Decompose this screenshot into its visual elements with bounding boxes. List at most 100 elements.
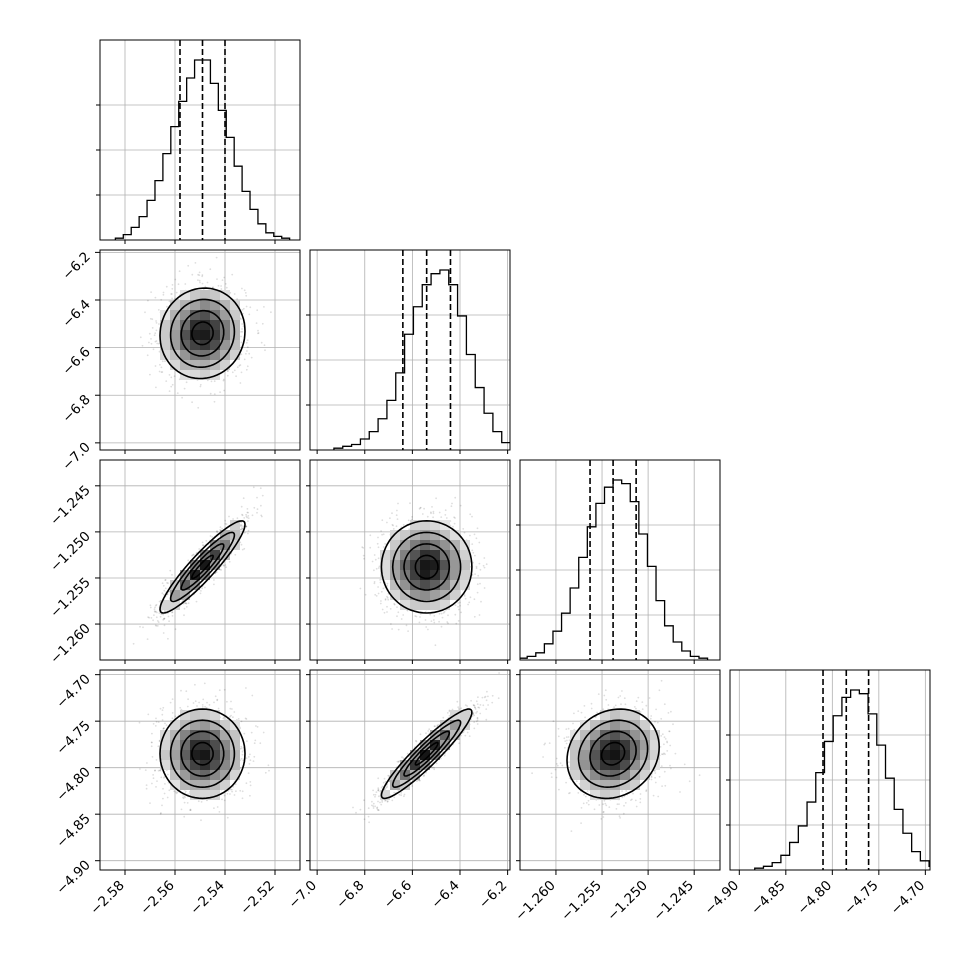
sample-point <box>189 808 192 811</box>
sample-point <box>148 616 151 619</box>
sample-point <box>483 566 486 569</box>
sample-point <box>411 785 414 787</box>
sample-point <box>217 707 220 710</box>
sample-point <box>479 712 482 715</box>
sample-point <box>161 713 164 716</box>
sample-point <box>566 739 568 742</box>
sample-point <box>242 497 245 500</box>
density-cell <box>440 740 450 750</box>
sample-point <box>161 804 163 807</box>
density-cell <box>210 320 220 330</box>
sample-point <box>233 794 236 796</box>
sample-point <box>243 289 246 292</box>
density-cell <box>620 720 630 730</box>
sample-point <box>473 533 476 536</box>
sample-point <box>150 342 153 345</box>
sample-point <box>171 297 174 300</box>
sample-point <box>637 696 640 699</box>
sample-point <box>170 293 173 295</box>
sample-point <box>263 344 266 347</box>
sample-point <box>226 700 228 703</box>
sample-point <box>442 716 445 719</box>
sample-point <box>197 800 200 803</box>
sample-point <box>198 701 201 704</box>
sample-point <box>240 318 242 321</box>
sample-point <box>654 781 657 784</box>
sample-point <box>442 612 445 614</box>
sample-point <box>570 830 573 832</box>
sample-point <box>476 703 479 705</box>
sample-point <box>183 607 186 610</box>
density-cell <box>580 730 590 740</box>
density-cell <box>170 780 180 790</box>
sample-point <box>250 731 253 734</box>
sample-point <box>454 613 457 616</box>
sample-point <box>187 559 190 562</box>
sample-point <box>474 708 477 710</box>
sample-point <box>156 625 159 627</box>
sample-point <box>139 768 141 770</box>
sample-point <box>231 273 234 276</box>
contour-level-1 <box>180 309 225 357</box>
sample-point <box>587 799 590 802</box>
density-cell <box>420 570 430 580</box>
sample-point <box>240 521 243 524</box>
sample-point <box>457 706 460 709</box>
y-tick-label-3-1: −4.85 <box>53 811 94 852</box>
sample-point <box>224 564 227 566</box>
sample-point <box>374 593 377 596</box>
density-cell <box>160 730 170 740</box>
sample-point <box>205 706 208 709</box>
sample-point <box>240 528 242 531</box>
sample-point <box>168 390 171 392</box>
sample-point <box>466 731 469 734</box>
density-cell <box>190 330 200 340</box>
sample-point <box>194 262 197 264</box>
sample-point <box>433 766 435 769</box>
sample-point <box>149 373 151 376</box>
sample-point <box>375 595 378 597</box>
density-cell <box>650 750 660 760</box>
sample-point <box>233 369 236 372</box>
sample-point <box>602 816 605 818</box>
sample-point <box>419 507 422 509</box>
sample-point <box>260 504 262 507</box>
sample-point <box>389 608 392 610</box>
sample-point <box>191 401 194 404</box>
sample-point <box>438 620 440 623</box>
sample-point <box>256 508 259 511</box>
sample-point <box>154 340 157 343</box>
density-cell <box>400 550 410 560</box>
density-cell <box>190 370 200 380</box>
sample-point <box>229 793 231 795</box>
sample-point <box>254 739 257 742</box>
density-cell <box>410 550 420 560</box>
sample-point <box>448 709 451 712</box>
density-cell <box>380 570 390 580</box>
sample-point <box>160 371 163 373</box>
density-cell <box>450 590 460 600</box>
sample-point <box>397 611 400 614</box>
sample-point <box>154 769 157 772</box>
sample-point <box>239 532 242 535</box>
sample-point <box>245 341 248 344</box>
sample-point <box>150 745 153 748</box>
sample-point <box>479 704 482 706</box>
sample-point <box>243 547 246 550</box>
x-tick-label-3-0: −4.90 <box>702 878 743 919</box>
sample-point <box>409 502 411 505</box>
sample-point <box>402 757 405 760</box>
sample-point <box>396 615 398 618</box>
sample-point <box>430 512 432 515</box>
density-cell <box>580 770 590 780</box>
density-cell <box>430 560 440 570</box>
sample-point <box>164 587 167 590</box>
sample-point <box>613 706 615 709</box>
sample-point <box>240 528 242 531</box>
sample-point <box>168 300 171 303</box>
sample-point <box>397 789 400 792</box>
sample-point <box>479 582 481 585</box>
density-cell <box>620 770 630 780</box>
sample-point <box>229 715 231 718</box>
sample-point <box>215 530 218 533</box>
